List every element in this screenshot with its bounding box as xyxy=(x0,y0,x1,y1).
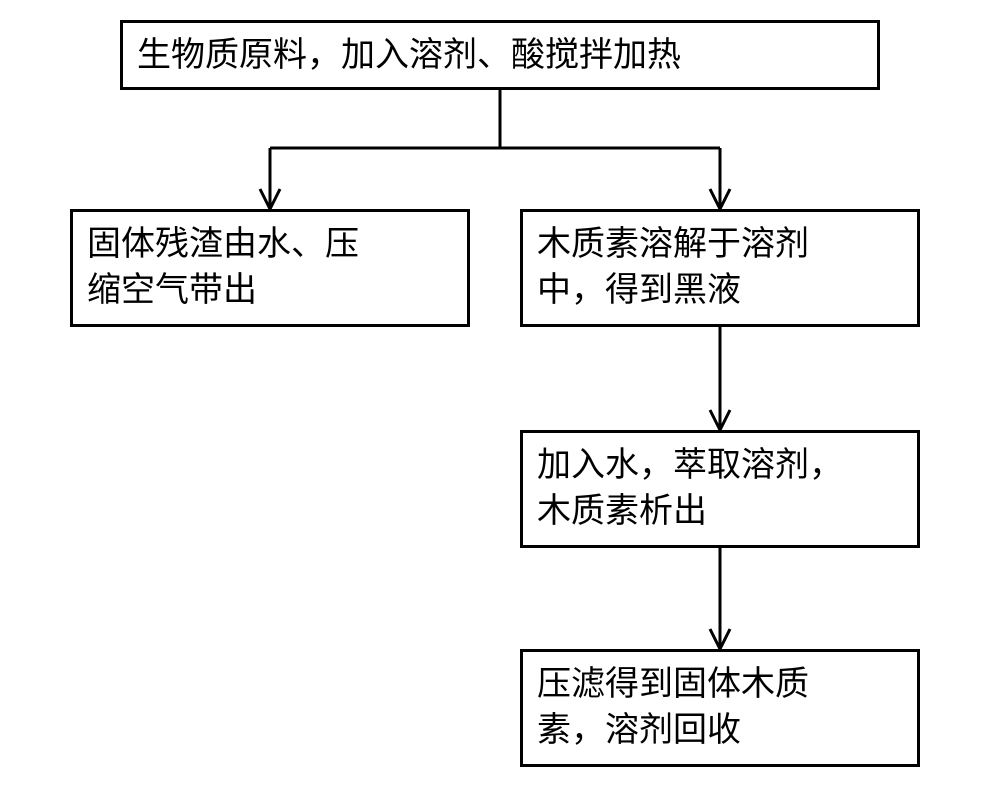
node-right3: 压滤得到固体木质 素，溶剂回收 xyxy=(520,649,920,767)
flowchart-canvas: 生物质原料，加入溶剂、酸搅拌加热 固体残渣由水、压 缩空气带出 木质素溶解于溶剂… xyxy=(0,0,1000,809)
node-right2: 加入水，萃取溶剂， 木质素析出 xyxy=(520,430,920,548)
node-left: 固体残渣由水、压 缩空气带出 xyxy=(70,209,470,327)
node-right1: 木质素溶解于溶剂 中，得到黑液 xyxy=(520,209,920,327)
node-top-text: 生物质原料，加入溶剂、酸搅拌加热 xyxy=(137,33,681,79)
node-top: 生物质原料，加入溶剂、酸搅拌加热 xyxy=(120,20,880,90)
node-right1-text: 木质素溶解于溶剂 中，得到黑液 xyxy=(537,222,809,314)
node-right2-text: 加入水，萃取溶剂， 木质素析出 xyxy=(537,443,843,535)
node-left-text: 固体残渣由水、压 缩空气带出 xyxy=(87,222,359,314)
node-right3-text: 压滤得到固体木质 素，溶剂回收 xyxy=(537,662,809,754)
